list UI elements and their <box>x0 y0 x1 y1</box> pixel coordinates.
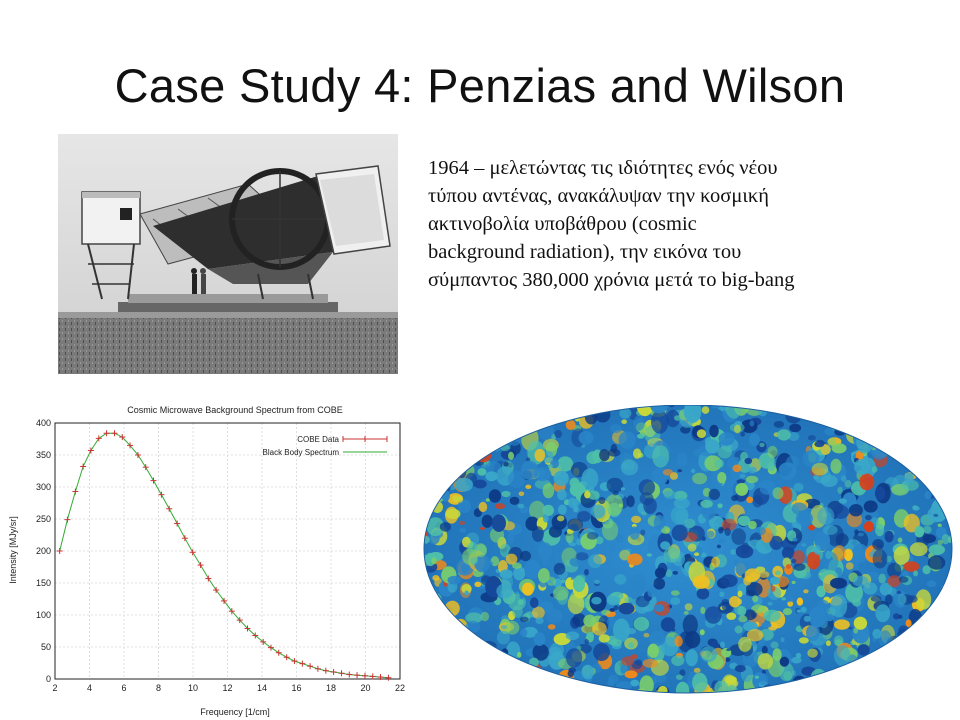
y-tick-label: 250 <box>36 514 51 524</box>
chart-legend: COBE Data Black Body Spectrum <box>263 435 388 457</box>
y-tick-label: 50 <box>41 642 51 652</box>
chart-marks <box>56 430 392 681</box>
chart-ticks: 2 4 6 8 10 12 14 16 18 20 22 0 50 100 150 200 250 300 350 4… <box>36 418 405 693</box>
x-tick-label: 14 <box>257 683 267 693</box>
body-line: ακτινοβολία υποβάθρου (cosmic <box>428 213 697 235</box>
x-tick-label: 10 <box>188 683 198 693</box>
plot-frame <box>54 422 401 680</box>
cmb-sky-map <box>420 405 960 695</box>
chart-title: Cosmic Microwave Background Spectrum fro… <box>127 405 343 415</box>
x-tick-label: 6 <box>121 683 126 693</box>
legend-label-blackbody: Black Body Spectrum <box>263 448 340 457</box>
x-tick-label: 20 <box>360 683 370 693</box>
body-line: τύπου αντένας, ανακάλυψαν την κοσμική <box>428 185 769 207</box>
y-tick-label: 300 <box>36 482 51 492</box>
chart-xlabel: Frequency [1/cm] <box>200 707 270 717</box>
body-line: σύμπαντος 380,000 χρόνια μετά το big-ban… <box>428 269 795 291</box>
x-tick-label: 22 <box>395 683 405 693</box>
horn-antenna-photo <box>58 134 398 374</box>
legend-label-cobe: COBE Data <box>297 435 339 444</box>
y-tick-label: 200 <box>36 546 51 556</box>
body-text: 1964 – μελετώντας τις ιδιότητες ενός νέο… <box>428 154 903 294</box>
x-tick-label: 8 <box>156 683 161 693</box>
cmb-spectrum-chart: Cosmic Microwave Background Spectrum fro… <box>5 397 420 720</box>
y-tick-label: 400 <box>36 418 51 428</box>
body-line: 1964 – μελετώντας τις ιδιότητες ενός νέο… <box>428 157 778 179</box>
y-tick-label: 150 <box>36 578 51 588</box>
x-tick-label: 2 <box>52 683 57 693</box>
y-tick-label: 350 <box>36 450 51 460</box>
slide-title: Case Study 4: Penzias and Wilson <box>114 59 846 112</box>
chart-ylabel: Intensity [MJy/sr] <box>8 516 18 584</box>
x-tick-label: 12 <box>222 683 232 693</box>
x-tick-label: 4 <box>87 683 92 693</box>
body-line: background radiation), την εικόνα του <box>428 241 742 263</box>
x-tick-label: 18 <box>326 683 336 693</box>
y-tick-label: 0 <box>46 674 51 684</box>
x-tick-label: 16 <box>291 683 301 693</box>
y-tick-label: 100 <box>36 610 51 620</box>
